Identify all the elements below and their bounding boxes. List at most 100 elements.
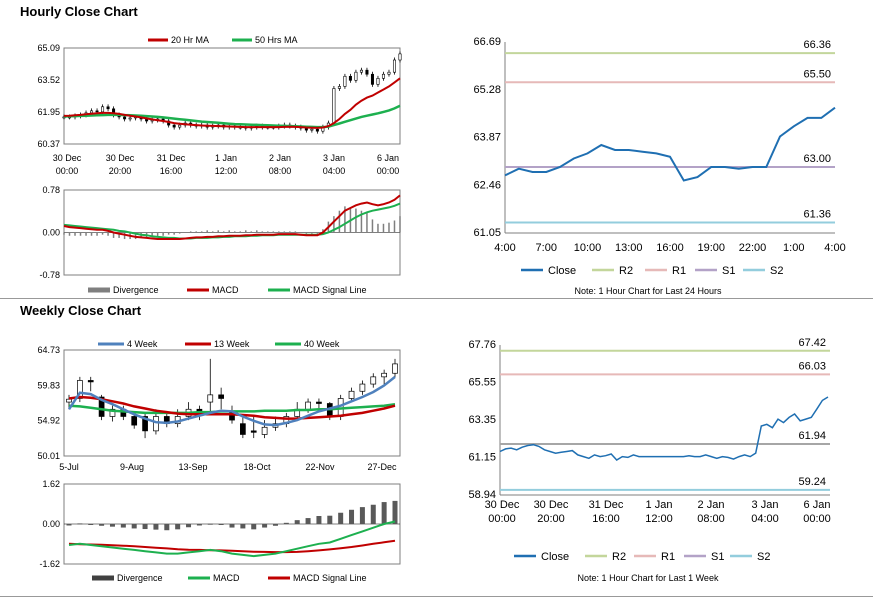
weekly-legend-13week-swatch	[185, 342, 211, 346]
hourly-pivot-legend-label: R1	[672, 265, 686, 277]
weekly-pivot-level-label: 59.24	[798, 476, 826, 488]
hourly-candle-body	[337, 86, 341, 89]
weekly-x-tick-label: 13-Sep	[178, 462, 207, 472]
hourly-pivot-x-tick-label: 4:00	[824, 242, 845, 254]
hourly-pivot-x-tick-label: 4:00	[494, 242, 515, 254]
weekly-divergence-bar	[77, 523, 83, 525]
weekly-macd-y-tick-label: 0.00	[42, 519, 60, 529]
hourly-pivot-legend-label: S1	[722, 265, 735, 277]
weekly-candle-body	[392, 363, 398, 374]
weekly-divergence-bar	[207, 523, 213, 525]
hourly-candle-body	[392, 59, 396, 73]
hourly-pivot-y-tick-label: 66.69	[473, 36, 501, 48]
weekly-x-tick-label: 5-Jul	[59, 462, 79, 472]
hourly-pivot-note: Note: 1 Hour Chart for Last 24 Hours	[574, 286, 722, 296]
weekly-legend-macd-swatch	[188, 576, 210, 580]
weekly-x-tick-label: 18-Oct	[243, 462, 271, 472]
weekly-candle-body	[316, 401, 322, 404]
hourly-pivot-y-tick-label: 65.28	[473, 84, 501, 96]
weekly-pivot-x-tick-label: 6 Jan	[804, 499, 831, 511]
weekly-divergence-bar	[327, 515, 333, 524]
weekly-candle-body	[109, 408, 116, 417]
weekly-pivot-x-tick-label: 00:00	[488, 513, 516, 525]
weekly-candle-body	[153, 416, 159, 432]
hourly-candle-body	[381, 73, 385, 79]
weekly-macd-y-tick-label: 1.62	[42, 479, 60, 489]
weekly-divergence-bar	[251, 524, 257, 530]
hourly-candle-body	[348, 75, 352, 81]
weekly-price-y-tick-label: 59.83	[37, 380, 60, 390]
weekly-divergence-bar	[262, 524, 268, 528]
hourly-legend-divergence-label: Divergence	[113, 285, 159, 295]
weekly-candle-body	[87, 380, 94, 383]
hourly-x-tick-label: 08:00	[269, 166, 292, 176]
weekly-pivot-y-tick-label: 65.55	[468, 377, 496, 389]
weekly-ma4-line	[67, 375, 396, 427]
weekly-divergence-bar	[153, 524, 159, 530]
hourly-candle-body	[315, 128, 319, 132]
weekly-x-tick-label: 9-Aug	[120, 462, 144, 472]
hourly-candle-body	[398, 53, 402, 61]
hourly-candle-body	[376, 78, 380, 85]
hourly-macd-y-tick-label: 0.78	[42, 185, 60, 195]
hourly-x-tick-label: 31 Dec	[157, 153, 186, 163]
hourly-price-y-tick-label: 61.95	[37, 107, 60, 117]
weekly-candle-body	[250, 430, 257, 433]
hourly-pivot-y-tick-label: 62.46	[473, 179, 501, 191]
hourly-x-tick-label: 00:00	[377, 166, 400, 176]
weekly-signal-line	[68, 539, 396, 554]
hourly-pivot-legend-label: S2	[770, 265, 783, 277]
hourly-price-frame	[63, 47, 401, 145]
hourly-candle-body	[106, 106, 110, 110]
weekly-x-tick-label: 22-Nov	[305, 462, 335, 472]
weekly-price-y-tick-label: 54.92	[37, 416, 60, 426]
weekly-pivot-y-tick-label: 58.94	[468, 489, 496, 501]
hourly-legend-macd-swatch	[187, 288, 209, 292]
hourly-legend-signal-label: MACD Signal Line	[293, 285, 367, 295]
weekly-divergence-bar	[120, 524, 126, 528]
hourly-candle-body	[365, 69, 369, 75]
weekly-pivot-note: Note: 1 Hour Chart for Last 1 Week	[578, 573, 719, 583]
weekly-x-tick-label: 27-Dec	[367, 462, 397, 472]
hourly-candle-body	[370, 73, 374, 85]
weekly-divergence-bar	[142, 524, 148, 530]
hourly-legend-ma50-swatch	[232, 38, 252, 42]
hourly-pivot-legend-label: Close	[548, 265, 576, 277]
weekly-candle-body	[77, 380, 83, 399]
hourly-price-y-tick-label: 65.09	[37, 43, 60, 53]
hourly-pivot-x-tick-label: 10:00	[574, 242, 602, 254]
weekly-candle-body	[240, 423, 246, 435]
weekly-divergence-bar	[99, 524, 105, 526]
weekly-pivot-legend-label: R1	[661, 551, 675, 563]
weekly-divergence-bar	[283, 522, 289, 524]
hourly-candle-body	[123, 116, 127, 120]
weekly-price-frame	[63, 349, 401, 457]
hourly-pivot-x-tick-label: 13:00	[615, 242, 643, 254]
hourly-candle-body	[101, 106, 105, 113]
weekly-divergence-bar	[186, 524, 192, 528]
hourly-legend-macd-label: MACD	[212, 285, 239, 295]
weekly-legend-signal-swatch	[268, 576, 290, 580]
weekly-macd-line	[68, 520, 396, 558]
weekly-pivot-x-tick-label: 00:00	[803, 513, 831, 525]
hourly-candle-body	[90, 110, 94, 114]
hourly-candle-body	[387, 71, 391, 75]
weekly-macd-y-tick-label: -1.62	[39, 559, 60, 569]
weekly-divergence-bar	[294, 520, 300, 524]
weekly-pivot-x-tick-label: 12:00	[645, 513, 673, 525]
weekly-candle-body	[305, 401, 311, 410]
hourly-price-y-tick-label: 60.37	[37, 139, 60, 149]
weekly-candle-body	[348, 390, 355, 399]
hourly-legend-ma20-label: 20 Hr MA	[171, 35, 209, 45]
weekly-legend-divergence-label: Divergence	[117, 573, 163, 583]
hourly-x-tick-label: 2 Jan	[269, 153, 291, 163]
hourly-candle-body	[178, 124, 182, 128]
hourly-pivot-level-label: 63.00	[803, 153, 831, 165]
weekly-candle-body	[98, 396, 105, 417]
hourly-legend-divergence-swatch	[88, 287, 110, 293]
weekly-candle-body	[381, 372, 387, 378]
hourly-pivot-y-tick-label: 61.05	[473, 227, 501, 239]
weekly-pivot-x-tick-label: 30 Dec	[534, 499, 569, 511]
hourly-x-tick-label: 00:00	[56, 166, 79, 176]
